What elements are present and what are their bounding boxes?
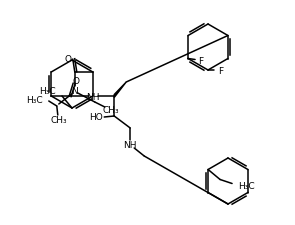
Text: F: F <box>218 66 223 75</box>
Text: NH: NH <box>124 140 137 149</box>
Text: H₃C: H₃C <box>238 181 255 190</box>
Text: CH₃: CH₃ <box>102 106 119 115</box>
Text: O: O <box>73 76 80 85</box>
Text: HO: HO <box>89 113 103 122</box>
Text: NH: NH <box>86 92 100 101</box>
Polygon shape <box>114 83 126 98</box>
Text: O: O <box>64 54 71 63</box>
Text: F: F <box>198 57 203 66</box>
Text: CH₃: CH₃ <box>50 116 67 125</box>
Text: H₃C: H₃C <box>39 86 56 95</box>
Text: N: N <box>71 86 78 95</box>
Text: H₃C: H₃C <box>26 96 43 105</box>
